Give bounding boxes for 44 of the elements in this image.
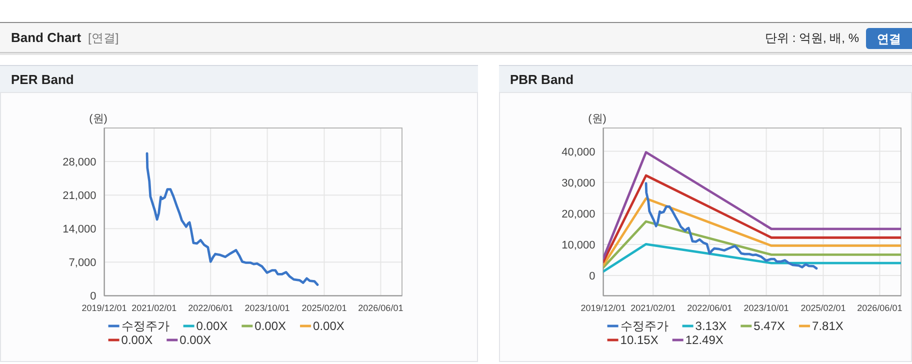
x-tick-label: 2019/12/01 xyxy=(580,303,626,313)
text: 연결 xyxy=(877,32,901,46)
y-tick-label: 21,000 xyxy=(62,190,96,202)
legend-label: 0.00X xyxy=(254,319,286,333)
legend-label: 10.15X xyxy=(620,333,658,347)
legend-label: 0.00X xyxy=(121,333,153,347)
y-tick-label: 10,000 xyxy=(562,239,596,252)
legend-label: 12.49X xyxy=(685,333,724,347)
x-tick-label: 2026/06/01 xyxy=(857,303,902,313)
x-tick-label: 2026/06/01 xyxy=(358,303,404,313)
x-tick-label: 2019/12/01 xyxy=(82,303,127,313)
legend-label: 수정주가 xyxy=(121,319,170,333)
y-axis-title: (원) xyxy=(89,113,108,125)
y-tick-label: 28,000 xyxy=(62,156,96,169)
legend-label: 0.00X xyxy=(180,333,212,347)
y-tick-label: 40,000 xyxy=(562,146,596,158)
y-tick-label: 0 xyxy=(90,290,96,303)
legend-label: 7.81X xyxy=(812,319,844,333)
y-axis-title: (원) xyxy=(588,113,606,125)
x-tick-label: 2023/10/01 xyxy=(244,303,290,313)
chart-title: PER Band xyxy=(11,72,74,87)
x-tick-label: 2022/06/01 xyxy=(188,303,234,313)
x-tick-label: 2023/10/01 xyxy=(744,303,789,313)
legend-label: 5.47X xyxy=(754,319,786,333)
y-tick-label: 20,000 xyxy=(562,208,596,220)
text: 단위 : 억원, 배, % xyxy=(764,31,860,45)
x-tick-label: 2022/06/01 xyxy=(687,303,732,313)
y-tick-label: 14,000 xyxy=(62,224,96,236)
chart-title: PBR Band xyxy=(510,72,574,87)
text: Band Chart xyxy=(11,30,82,45)
legend-label: 0.00X xyxy=(313,319,344,333)
legend-label: 3.13X xyxy=(695,319,727,333)
y-tick-label: 0 xyxy=(589,270,596,283)
line-series xyxy=(146,152,319,286)
x-tick-label: 2025/02/01 xyxy=(800,303,846,313)
x-tick-label: 2021/02/01 xyxy=(132,303,177,313)
x-tick-label: 2021/02/01 xyxy=(630,303,676,313)
y-tick-label: 7,000 xyxy=(68,257,96,270)
x-tick-label: 2025/02/01 xyxy=(302,303,347,313)
text: [연결] xyxy=(88,31,119,45)
y-tick-label: 30,000 xyxy=(562,177,596,190)
legend-label: 0.00X xyxy=(196,319,228,333)
legend-label: 수정주가 xyxy=(620,319,668,333)
line-series xyxy=(644,182,818,270)
